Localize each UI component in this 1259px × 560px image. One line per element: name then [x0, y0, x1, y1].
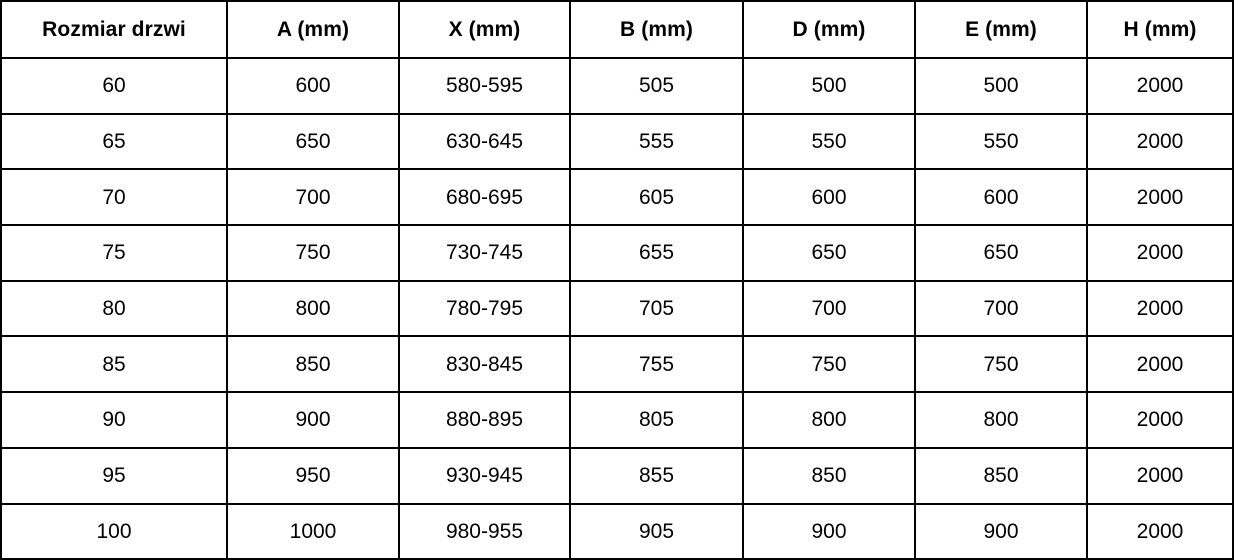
- cell-b: 855: [569, 446, 744, 505]
- cell-d: 850: [742, 446, 916, 505]
- cell-d: 900: [742, 502, 916, 560]
- cell-d: 500: [742, 57, 916, 115]
- cell-x: 680-695: [398, 168, 571, 227]
- cell-x: 780-795: [398, 279, 571, 338]
- cell-h: 2000: [1086, 168, 1234, 227]
- column-header-d: D (mm): [742, 0, 916, 59]
- cell-h: 2000: [1086, 112, 1234, 171]
- cell-e: 750: [914, 335, 1088, 394]
- table-row: 80 800 780-795 705 700 700 2000: [0, 279, 1234, 338]
- cell-h: 2000: [1086, 502, 1234, 560]
- cell-a: 650: [226, 112, 400, 171]
- cell-b: 555: [569, 112, 744, 171]
- cell-e: 850: [914, 446, 1088, 505]
- cell-x: 980-955: [398, 502, 571, 560]
- table-row: 90 900 880-895 805 800 800 2000: [0, 391, 1234, 449]
- column-header-a: A (mm): [226, 0, 400, 59]
- table-header: Rozmiar drzwi A (mm) X (mm) B (mm) D (mm…: [0, 0, 1234, 59]
- cell-d: 550: [742, 112, 916, 171]
- cell-rozmiar-drzwi: 75: [0, 224, 228, 282]
- table-header-row: Rozmiar drzwi A (mm) X (mm) B (mm) D (mm…: [0, 0, 1234, 59]
- cell-a: 600: [226, 57, 400, 115]
- cell-rozmiar-drzwi: 65: [0, 112, 228, 171]
- cell-rozmiar-drzwi: 85: [0, 335, 228, 394]
- column-header-h: H (mm): [1086, 0, 1234, 59]
- cell-e: 550: [914, 112, 1088, 171]
- cell-h: 2000: [1086, 224, 1234, 282]
- cell-rozmiar-drzwi: 90: [0, 391, 228, 449]
- cell-b: 605: [569, 168, 744, 227]
- table-row: 65 650 630-645 555 550 550 2000: [0, 112, 1234, 171]
- cell-h: 2000: [1086, 279, 1234, 338]
- cell-x: 930-945: [398, 446, 571, 505]
- table-row: 75 750 730-745 655 650 650 2000: [0, 224, 1234, 282]
- cell-a: 800: [226, 279, 400, 338]
- cell-x: 580-595: [398, 57, 571, 115]
- cell-e: 650: [914, 224, 1088, 282]
- cell-a: 700: [226, 168, 400, 227]
- cell-a: 950: [226, 446, 400, 505]
- cell-d: 600: [742, 168, 916, 227]
- cell-rozmiar-drzwi: 70: [0, 168, 228, 227]
- cell-x: 880-895: [398, 391, 571, 449]
- cell-d: 700: [742, 279, 916, 338]
- cell-a: 850: [226, 335, 400, 394]
- column-header-rozmiar-drzwi: Rozmiar drzwi: [0, 0, 228, 59]
- table-row: 100 1000 980-955 905 900 900 2000: [0, 502, 1234, 560]
- column-header-x: X (mm): [398, 0, 571, 59]
- cell-h: 2000: [1086, 335, 1234, 394]
- cell-b: 655: [569, 224, 744, 282]
- cell-e: 500: [914, 57, 1088, 115]
- cell-d: 650: [742, 224, 916, 282]
- cell-rozmiar-drzwi: 60: [0, 57, 228, 115]
- cell-a: 900: [226, 391, 400, 449]
- cell-h: 2000: [1086, 391, 1234, 449]
- cell-d: 750: [742, 335, 916, 394]
- cell-e: 700: [914, 279, 1088, 338]
- cell-e: 600: [914, 168, 1088, 227]
- table-row: 95 950 930-945 855 850 850 2000: [0, 446, 1234, 505]
- cell-x: 830-845: [398, 335, 571, 394]
- table-row: 85 850 830-845 755 750 750 2000: [0, 335, 1234, 394]
- cell-b: 805: [569, 391, 744, 449]
- cell-rozmiar-drzwi: 95: [0, 446, 228, 505]
- cell-rozmiar-drzwi: 80: [0, 279, 228, 338]
- cell-x: 630-645: [398, 112, 571, 171]
- table-row: 70 700 680-695 605 600 600 2000: [0, 168, 1234, 227]
- cell-a: 1000: [226, 502, 400, 560]
- cell-rozmiar-drzwi: 100: [0, 502, 228, 560]
- column-header-e: E (mm): [914, 0, 1088, 59]
- cell-e: 900: [914, 502, 1088, 560]
- table-body: 60 600 580-595 505 500 500 2000 65 650 6…: [0, 57, 1234, 560]
- cell-b: 905: [569, 502, 744, 560]
- cell-h: 2000: [1086, 446, 1234, 505]
- cell-d: 800: [742, 391, 916, 449]
- cell-b: 755: [569, 335, 744, 394]
- cell-h: 2000: [1086, 57, 1234, 115]
- cell-b: 705: [569, 279, 744, 338]
- cell-b: 505: [569, 57, 744, 115]
- cell-a: 750: [226, 224, 400, 282]
- table-row: 60 600 580-595 505 500 500 2000: [0, 57, 1234, 115]
- cell-x: 730-745: [398, 224, 571, 282]
- column-header-b: B (mm): [569, 0, 744, 59]
- cell-e: 800: [914, 391, 1088, 449]
